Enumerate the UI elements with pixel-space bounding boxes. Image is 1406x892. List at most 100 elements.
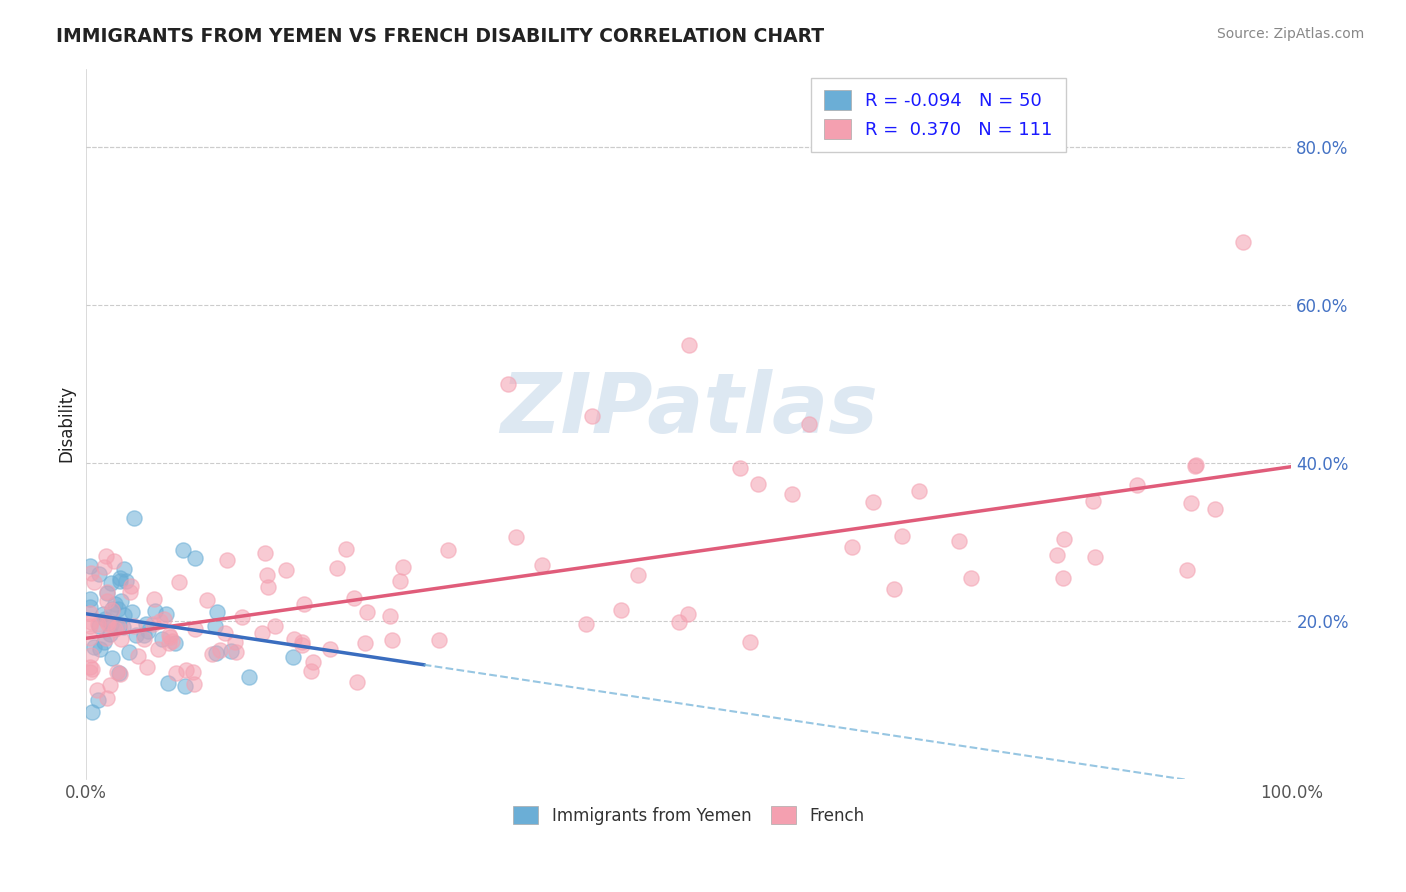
Point bbox=[159, 631, 181, 645]
Point bbox=[728, 461, 751, 475]
Text: Source: ZipAtlas.com: Source: ZipAtlas.com bbox=[1216, 27, 1364, 41]
Point bbox=[143, 604, 166, 618]
Point bbox=[609, 603, 631, 617]
Point bbox=[118, 645, 141, 659]
Point bbox=[302, 655, 325, 669]
Legend: Immigrants from Yemen, French: Immigrants from Yemen, French bbox=[503, 796, 875, 835]
Point bbox=[101, 602, 124, 616]
Point bbox=[110, 632, 132, 647]
Point bbox=[110, 574, 132, 588]
Point bbox=[104, 622, 127, 636]
Point bbox=[427, 633, 450, 648]
Point bbox=[122, 619, 145, 633]
Point bbox=[100, 616, 122, 631]
Point bbox=[79, 619, 101, 633]
Point bbox=[165, 666, 187, 681]
Point bbox=[79, 592, 101, 607]
Point bbox=[1081, 494, 1104, 508]
Point bbox=[1184, 459, 1206, 474]
Point bbox=[108, 619, 131, 633]
Point bbox=[83, 574, 105, 589]
Point bbox=[436, 543, 458, 558]
Point bbox=[111, 620, 134, 634]
Point bbox=[1126, 478, 1149, 492]
Point bbox=[1175, 563, 1198, 577]
Point bbox=[79, 606, 101, 620]
Point bbox=[291, 635, 314, 649]
Point bbox=[89, 641, 111, 656]
Point bbox=[107, 619, 129, 633]
Point bbox=[354, 636, 377, 650]
Point bbox=[201, 647, 224, 661]
Point bbox=[94, 549, 117, 563]
Point bbox=[581, 409, 603, 423]
Point bbox=[1180, 496, 1202, 510]
Point bbox=[908, 484, 931, 499]
Point bbox=[747, 476, 769, 491]
Point bbox=[80, 648, 103, 663]
Point bbox=[80, 566, 103, 581]
Point bbox=[1084, 550, 1107, 565]
Point bbox=[146, 641, 169, 656]
Point bbox=[214, 626, 236, 640]
Point bbox=[676, 607, 699, 622]
Point bbox=[79, 559, 101, 574]
Point bbox=[184, 550, 207, 565]
Point bbox=[135, 617, 157, 632]
Point bbox=[174, 664, 197, 678]
Point bbox=[157, 635, 180, 649]
Point bbox=[112, 607, 135, 622]
Point bbox=[149, 614, 172, 628]
Point bbox=[346, 675, 368, 690]
Y-axis label: Disability: Disability bbox=[58, 385, 75, 462]
Point bbox=[79, 615, 101, 629]
Point bbox=[152, 612, 174, 626]
Text: IMMIGRANTS FROM YEMEN VS FRENCH DISABILITY CORRELATION CHART: IMMIGRANTS FROM YEMEN VS FRENCH DISABILI… bbox=[56, 27, 824, 45]
Point bbox=[98, 677, 121, 691]
Text: ZIPatlas: ZIPatlas bbox=[501, 369, 877, 450]
Point bbox=[163, 636, 186, 650]
Point bbox=[184, 622, 207, 636]
Point bbox=[121, 605, 143, 619]
Point bbox=[108, 666, 131, 681]
Point bbox=[87, 616, 110, 631]
Point bbox=[79, 665, 101, 680]
Point bbox=[326, 561, 349, 575]
Point bbox=[225, 645, 247, 659]
Point bbox=[208, 643, 231, 657]
Point bbox=[335, 541, 357, 556]
Point bbox=[96, 594, 118, 608]
Point bbox=[120, 579, 142, 593]
Point bbox=[94, 631, 117, 645]
Point bbox=[98, 627, 121, 641]
Point bbox=[256, 568, 278, 582]
Point bbox=[378, 609, 401, 624]
Point bbox=[1046, 549, 1069, 563]
Point bbox=[496, 377, 519, 392]
Point bbox=[172, 543, 194, 558]
Point bbox=[91, 607, 114, 621]
Point bbox=[150, 632, 173, 646]
Point bbox=[292, 597, 315, 611]
Point bbox=[87, 566, 110, 581]
Point bbox=[678, 338, 700, 352]
Point bbox=[252, 626, 274, 640]
Point bbox=[100, 602, 122, 616]
Point bbox=[1232, 235, 1254, 249]
Point bbox=[107, 602, 129, 616]
Point bbox=[162, 634, 184, 648]
Point bbox=[108, 571, 131, 585]
Point bbox=[740, 635, 762, 649]
Point bbox=[124, 511, 146, 525]
Point bbox=[531, 558, 554, 572]
Point bbox=[254, 546, 277, 560]
Point bbox=[204, 618, 226, 632]
Point bbox=[197, 592, 219, 607]
Point bbox=[93, 612, 115, 626]
Point bbox=[221, 644, 243, 658]
Point bbox=[1184, 458, 1206, 472]
Point bbox=[110, 593, 132, 607]
Point bbox=[1053, 533, 1076, 547]
Point bbox=[627, 568, 650, 582]
Point bbox=[83, 640, 105, 654]
